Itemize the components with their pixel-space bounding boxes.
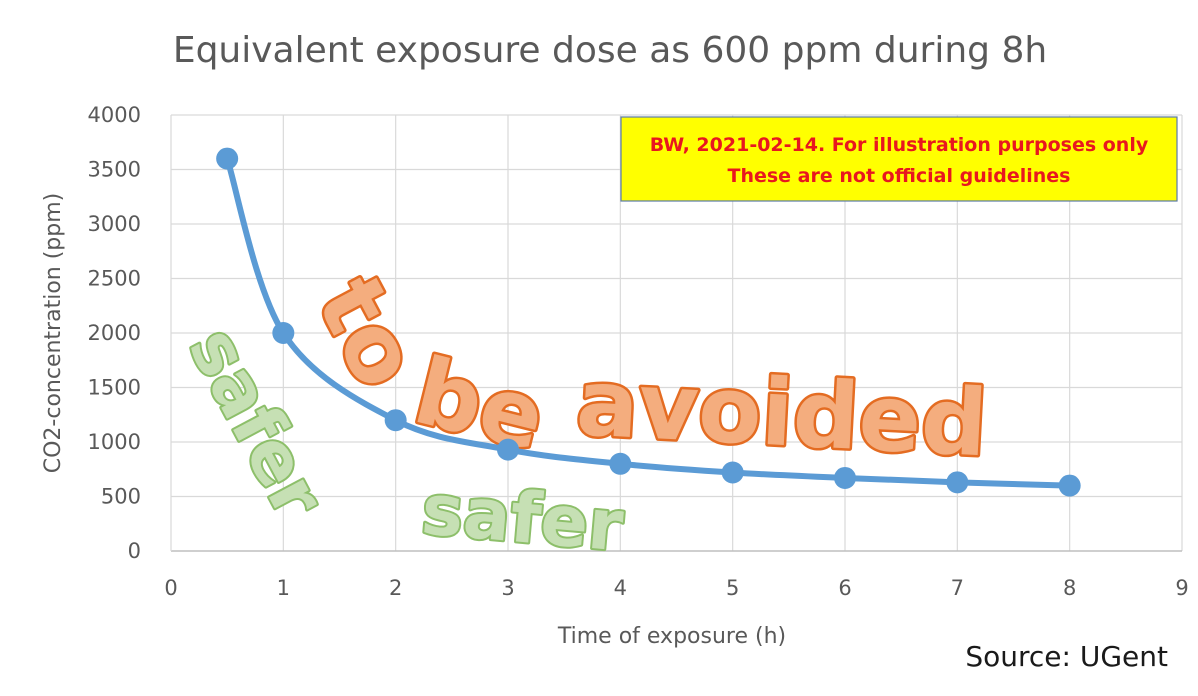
- data-point: [721, 461, 744, 484]
- y-tick-labels: 0 500 1000 1500 2000 2500 3000 3500 4000: [88, 103, 141, 563]
- x-tick-label: 8: [1063, 576, 1076, 600]
- data-point: [1058, 474, 1081, 497]
- y-tick-label: 500: [101, 485, 141, 509]
- x-tick-label: 4: [614, 576, 627, 600]
- x-tick-label: 1: [277, 576, 290, 600]
- y-tick-label: 1500: [88, 376, 141, 400]
- data-point: [497, 438, 519, 461]
- data-points: [216, 147, 1081, 497]
- y-tick-label: 4000: [88, 103, 141, 127]
- series-line: [224, 155, 1073, 489]
- x-tick-label: 0: [164, 576, 177, 600]
- disclaimer-line-2: These are not official guidelines: [728, 165, 1071, 187]
- source-credit: Source: UGent: [965, 640, 1168, 673]
- y-tick-label: 0: [128, 539, 141, 563]
- x-tick-label: 3: [501, 576, 514, 600]
- data-point: [216, 147, 239, 170]
- y-tick-label: 1000: [88, 430, 141, 454]
- to-be-avoided-word: avoided: [574, 349, 990, 477]
- data-point: [384, 409, 407, 432]
- data-point: [609, 452, 632, 475]
- x-tick-label: 5: [726, 576, 739, 600]
- x-axis-label: Time of exposure (h): [557, 624, 786, 649]
- x-tick-labels: 0 1 2 3 4 5 6 7 8 9: [164, 576, 1188, 600]
- y-tick-label: 3000: [88, 212, 141, 236]
- data-point: [834, 466, 856, 489]
- x-tick-label: 2: [389, 576, 402, 600]
- series-curve: [224, 155, 1073, 489]
- disclaimer-box: [620, 116, 1178, 202]
- safer-annotation-bottom: safer: [419, 468, 627, 567]
- y-tick-label: 2000: [88, 321, 141, 345]
- disclaimer-note: BW, 2021-02-14. For illustration purpose…: [620, 116, 1178, 202]
- axes: [170, 115, 1182, 552]
- x-tick-label: 6: [838, 576, 851, 600]
- x-tick-label: 9: [1175, 576, 1188, 600]
- x-tick-label: 7: [951, 576, 964, 600]
- disclaimer-line-1: BW, 2021-02-14. For illustration purpose…: [650, 134, 1149, 156]
- y-axis-label: CO2-concentration (ppm): [41, 193, 66, 474]
- data-point: [272, 322, 295, 344]
- y-tick-label: 3500: [88, 158, 141, 182]
- y-tick-label: 2500: [88, 267, 141, 291]
- chart-title: Equivalent exposure dose as 600 ppm duri…: [173, 30, 1047, 71]
- data-point: [946, 471, 969, 494]
